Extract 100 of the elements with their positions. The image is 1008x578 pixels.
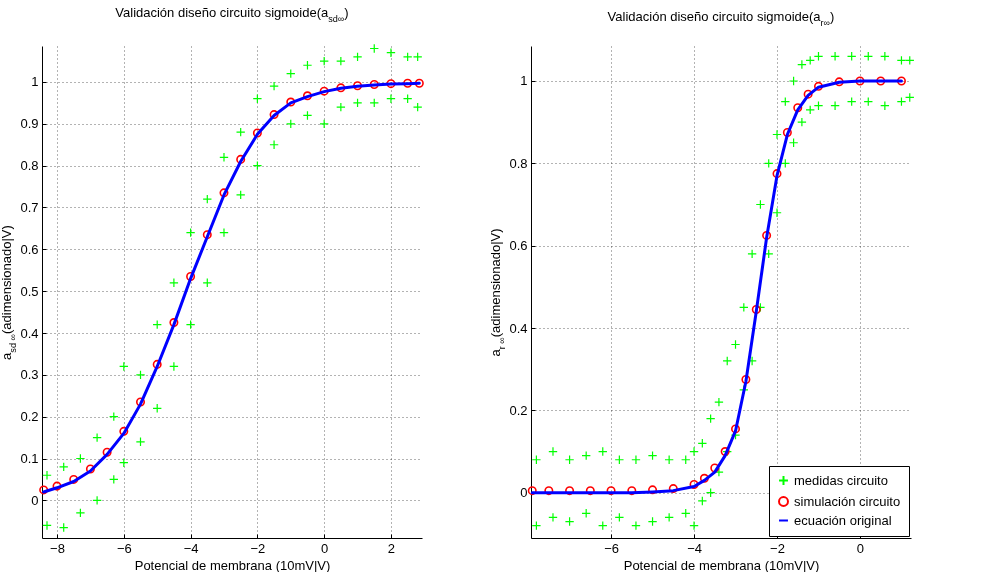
point bbox=[219, 152, 229, 163]
y-tick-label: 0.6 bbox=[509, 238, 528, 254]
point bbox=[269, 139, 279, 150]
point bbox=[319, 86, 329, 96]
point bbox=[412, 102, 423, 112]
y-tick-label: 0.8 bbox=[20, 158, 39, 174]
x-tick-label: 0 bbox=[321, 540, 329, 556]
point bbox=[119, 426, 129, 436]
legend-label: medidas circuito bbox=[794, 472, 888, 488]
point bbox=[319, 56, 329, 66]
legend-label: ecuación original bbox=[794, 512, 892, 528]
point bbox=[42, 520, 52, 531]
x-tick-label: −4 bbox=[183, 540, 199, 556]
y-tick-label: 0.2 bbox=[509, 402, 528, 418]
point bbox=[876, 76, 886, 86]
point bbox=[731, 424, 741, 434]
legend-label: simulación circuito bbox=[794, 493, 901, 509]
point bbox=[202, 194, 213, 204]
point bbox=[369, 79, 379, 89]
point bbox=[69, 474, 79, 484]
point bbox=[169, 318, 179, 328]
point bbox=[336, 83, 346, 93]
point bbox=[152, 359, 162, 369]
y-tick-label: 0.5 bbox=[20, 283, 39, 299]
y-tick-label: 0.7 bbox=[20, 199, 39, 215]
point bbox=[92, 432, 102, 443]
point bbox=[585, 486, 595, 496]
point bbox=[803, 89, 813, 99]
point bbox=[269, 81, 279, 91]
point bbox=[52, 481, 62, 491]
x-tick-label: 0 bbox=[856, 540, 865, 556]
x-tick-label: −4 bbox=[687, 540, 702, 556]
point bbox=[169, 278, 179, 288]
point bbox=[855, 76, 865, 86]
point bbox=[202, 230, 212, 240]
point bbox=[751, 305, 761, 314]
point bbox=[544, 486, 554, 496]
y-tick-label: 0.4 bbox=[20, 325, 39, 341]
x-tick-label: −2 bbox=[250, 540, 266, 556]
y-tick-label: 0 bbox=[520, 485, 528, 501]
y-tick-label: 0.3 bbox=[20, 367, 39, 383]
point bbox=[302, 91, 312, 101]
y-tick-label: 1 bbox=[520, 73, 528, 89]
point bbox=[85, 464, 95, 474]
point bbox=[75, 508, 86, 518]
point bbox=[369, 98, 380, 108]
x-tick-label: −2 bbox=[770, 540, 785, 556]
x-axis-title: Potencial de membrana (10mV|V) bbox=[134, 557, 331, 573]
point bbox=[39, 485, 49, 495]
y-tick-label: 0.2 bbox=[20, 409, 39, 425]
y-tick-label: 0.6 bbox=[20, 241, 39, 257]
point bbox=[42, 470, 52, 481]
point bbox=[741, 374, 751, 384]
y-tick-label: 0.1 bbox=[20, 451, 39, 467]
point bbox=[336, 102, 346, 112]
point bbox=[896, 76, 906, 86]
point bbox=[699, 473, 709, 483]
line-series bbox=[42, 81, 421, 494]
chart-title: Validación diseño circuito sigmoide(a$_{r∞}$) bbox=[607, 9, 835, 28]
chart-title: Validación diseño circuito sigmoide(a$_{sd∞}$) bbox=[115, 4, 349, 24]
point bbox=[269, 110, 279, 120]
point bbox=[782, 127, 792, 137]
point bbox=[286, 97, 296, 107]
point bbox=[352, 52, 363, 62]
x-tick-label: −6 bbox=[604, 540, 619, 556]
point bbox=[527, 486, 537, 496]
point bbox=[169, 361, 179, 372]
point bbox=[386, 93, 396, 104]
point bbox=[402, 52, 413, 62]
point bbox=[186, 272, 196, 282]
point bbox=[813, 81, 823, 91]
point bbox=[102, 447, 112, 457]
point bbox=[834, 77, 844, 87]
point bbox=[606, 486, 616, 496]
point bbox=[668, 484, 678, 494]
point bbox=[762, 230, 772, 240]
x-tick-label: −8 bbox=[50, 540, 65, 556]
point bbox=[336, 56, 346, 66]
point bbox=[235, 190, 246, 200]
point bbox=[386, 47, 396, 58]
point bbox=[136, 397, 146, 407]
x-tick-label: 2 bbox=[387, 540, 396, 556]
point bbox=[403, 78, 413, 88]
point bbox=[412, 52, 423, 62]
point bbox=[219, 227, 229, 238]
point bbox=[236, 154, 246, 164]
point bbox=[648, 485, 658, 495]
point bbox=[793, 103, 803, 113]
point bbox=[627, 486, 637, 496]
point bbox=[772, 169, 782, 179]
y-tick-label: 1 bbox=[31, 74, 39, 90]
point bbox=[386, 79, 396, 89]
point bbox=[565, 486, 575, 496]
point bbox=[92, 495, 102, 506]
point bbox=[689, 479, 699, 489]
point bbox=[414, 78, 424, 88]
x-tick-label: −6 bbox=[116, 540, 132, 556]
point bbox=[252, 128, 262, 138]
y-tick-label: 0.4 bbox=[509, 320, 528, 336]
point bbox=[58, 462, 69, 472]
